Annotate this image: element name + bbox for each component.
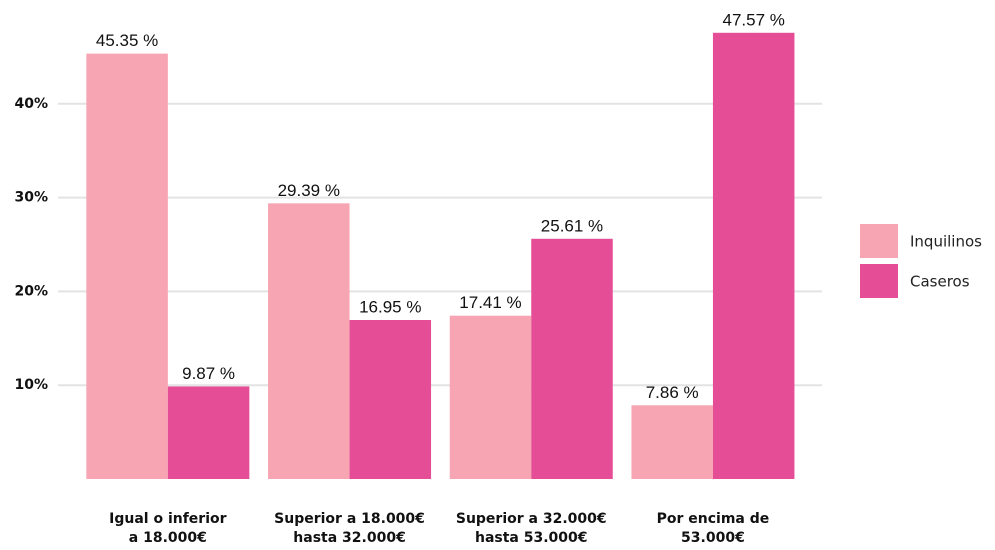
legend-swatch: [860, 224, 898, 258]
value-label: 45.35 %: [96, 31, 158, 50]
value-label: 29.39 %: [278, 181, 340, 200]
y-tick-label: 40%: [14, 96, 48, 112]
legend-swatch: [860, 264, 898, 298]
value-label: 25.61 %: [541, 216, 603, 235]
bar: [531, 238, 613, 479]
legend-label: Caseros: [910, 273, 970, 291]
value-label: 16.95 %: [359, 297, 421, 316]
bar: [167, 386, 250, 479]
x-tick-label: Por encima de 53.000€: [656, 511, 770, 546]
bar: [449, 315, 532, 479]
value-label: 9.87 %: [182, 364, 235, 383]
y-tick-label: 10%: [14, 377, 48, 393]
value-label: 7.86 %: [646, 383, 699, 402]
legend-label: Inquilinos: [910, 233, 982, 251]
value-label: 47.57 %: [723, 10, 785, 29]
x-tick-label: Igual o inferior a 18.000€: [109, 511, 227, 546]
x-tick-label: Superior a 32.000€ hasta 53.000€: [455, 511, 607, 546]
bar: [268, 203, 350, 480]
value-label: 17.41 %: [459, 293, 521, 312]
bar: [712, 32, 795, 480]
y-tick-label: 30%: [14, 190, 48, 206]
bar: [86, 53, 168, 479]
bar: [631, 405, 713, 479]
x-tick-label: Superior a 18.000€ hasta 32.000€: [274, 511, 425, 546]
bar: [349, 320, 432, 479]
y-tick-label: 20%: [14, 283, 48, 299]
